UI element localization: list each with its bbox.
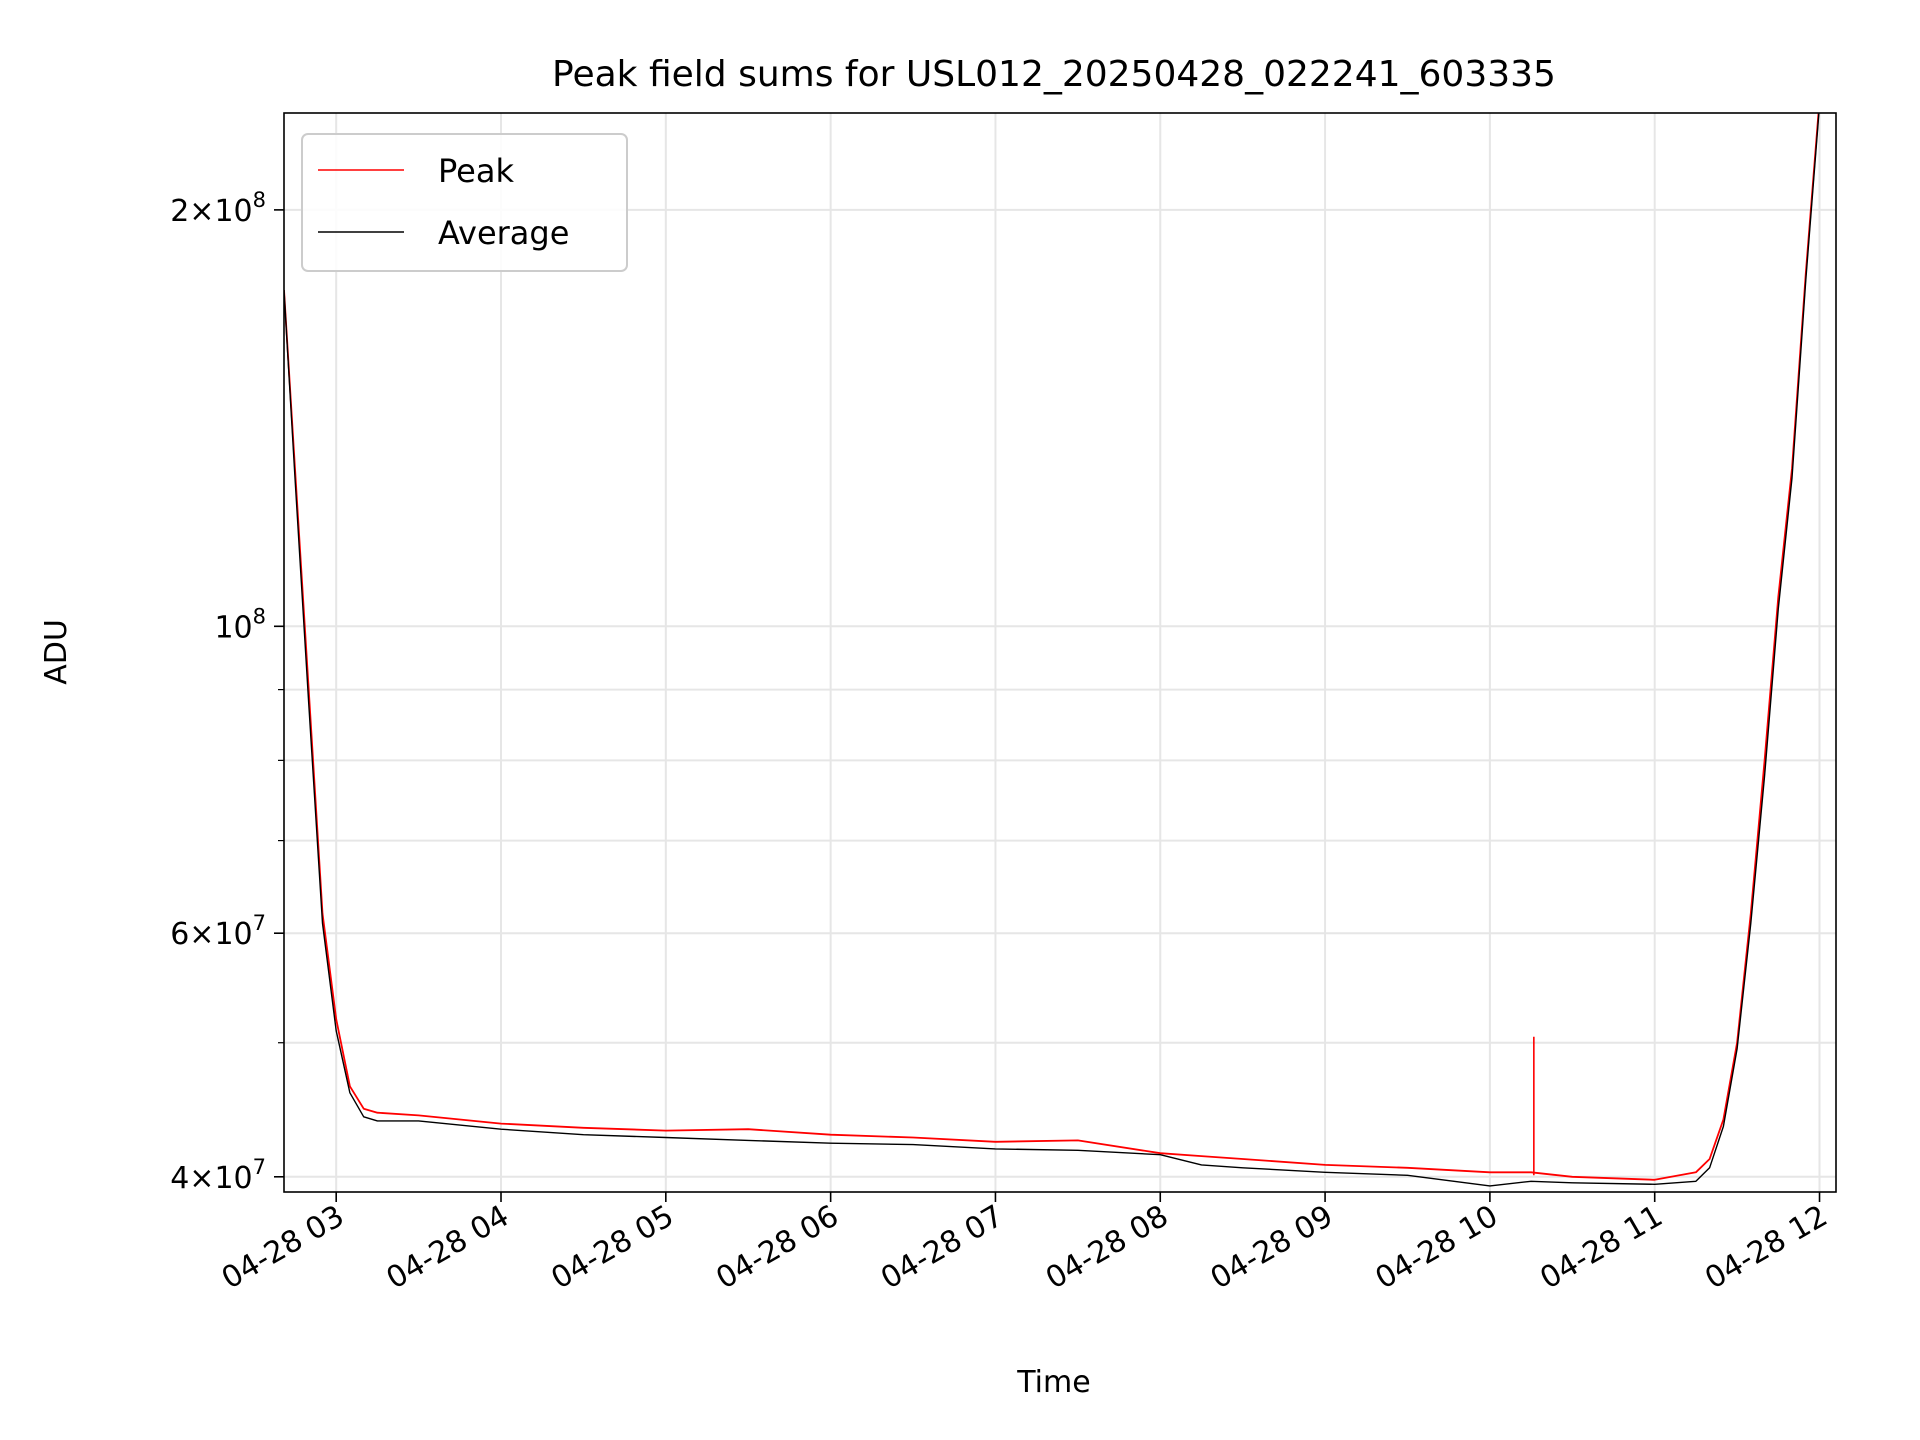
plot-frame (283, 112, 1837, 1193)
y-tick-label: 6×107 (170, 911, 266, 952)
y-axis-label: ADU (39, 619, 74, 685)
y-tick-label: 2×108 (170, 188, 266, 229)
series-line-average (284, 113, 1820, 1187)
y-tick-label: 4×107 (170, 1155, 266, 1196)
y-tick-label: 108 (214, 604, 266, 645)
legend-label-average: Average (438, 214, 569, 252)
legend: Peak Average (301, 133, 628, 272)
series-layer (284, 113, 1820, 1187)
legend-box (301, 133, 628, 272)
series-line-peak (284, 113, 1820, 1181)
chart-title: Peak field sums for USL012_20250428_0222… (552, 54, 1556, 95)
x-axis-label: Time (1016, 1365, 1090, 1400)
legend-label-peak: Peak (438, 152, 514, 190)
